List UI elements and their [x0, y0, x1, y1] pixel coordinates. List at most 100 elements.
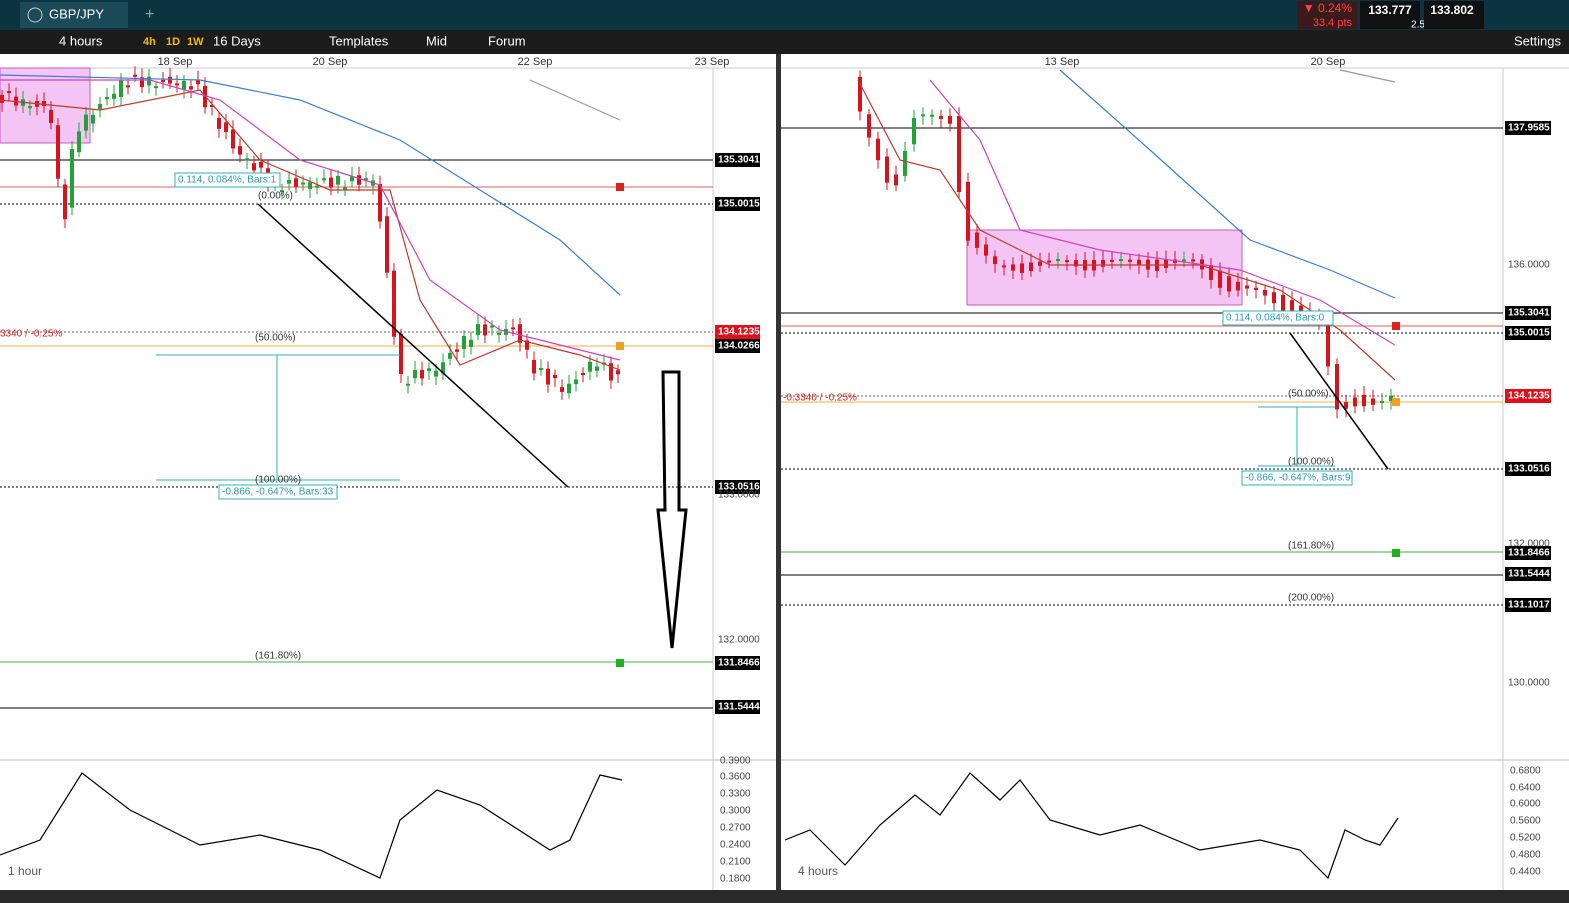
candle	[1326, 321, 1330, 367]
ma-magenta	[929, 79, 1396, 346]
candle	[77, 131, 81, 153]
candle	[1362, 394, 1366, 407]
bottom-bar	[0, 890, 1569, 903]
price-tag	[1505, 121, 1551, 135]
candle	[921, 114, 925, 117]
candle	[63, 184, 67, 220]
btn-4h[interactable]: 4h	[143, 36, 156, 48]
candle	[1371, 398, 1375, 405]
left-panel	[0, 54, 776, 890]
candle	[1209, 265, 1213, 280]
candle	[7, 91, 11, 94]
candle	[210, 104, 214, 107]
interval[interactable]: 4 hours	[59, 33, 103, 48]
sell-price: 133.777	[1368, 3, 1412, 17]
candle	[399, 333, 403, 375]
indicator-label: 0.3300	[720, 789, 751, 800]
price-label: 135.3041	[718, 155, 760, 166]
candle	[406, 383, 410, 386]
buy-box[interactable]	[1424, 1, 1484, 29]
candle	[28, 106, 32, 109]
candle	[1254, 287, 1258, 290]
candle	[1281, 294, 1285, 312]
candle	[867, 114, 871, 138]
candle	[1101, 259, 1105, 267]
price-tag	[1505, 567, 1551, 581]
marker	[616, 183, 624, 191]
date-label: 20 Sep	[313, 56, 348, 68]
annotation-box	[218, 484, 338, 500]
candle	[1290, 300, 1294, 317]
candle	[56, 125, 60, 179]
candle	[609, 363, 613, 381]
add-tab[interactable]: +	[145, 6, 154, 23]
candle	[308, 182, 312, 190]
indicator-label: 0.6800	[1510, 766, 1541, 777]
range[interactable]: 16 Days	[213, 33, 261, 48]
price-label: 134.1235	[718, 327, 760, 338]
indicator-label: 0.3000	[720, 806, 751, 817]
btn-1d[interactable]: 1D	[166, 36, 180, 48]
candle	[280, 190, 284, 193]
candle	[476, 324, 480, 336]
settings[interactable]: Settings	[1514, 33, 1561, 48]
candle	[126, 85, 130, 88]
candle	[364, 178, 368, 181]
templates[interactable]: Templates	[329, 33, 389, 48]
candle	[245, 158, 249, 161]
candle	[217, 117, 221, 129]
sell-box[interactable]	[1360, 1, 1420, 29]
annotation: -0.866, -0.647%, Bars:33	[222, 487, 334, 498]
forum[interactable]: Forum	[488, 33, 526, 48]
candle	[140, 77, 144, 88]
candle	[1029, 262, 1033, 272]
toolbar	[0, 30, 1569, 54]
candle	[322, 178, 326, 181]
candle	[553, 374, 557, 379]
candle	[1236, 281, 1240, 291]
candle	[252, 163, 256, 171]
tab[interactable]	[20, 2, 128, 28]
points: 33.4 pts	[1313, 17, 1353, 29]
candle	[532, 359, 536, 374]
price-tag	[1505, 462, 1551, 476]
indicator-label: 0.2700	[720, 823, 751, 834]
candle	[42, 101, 46, 107]
candle	[1389, 395, 1393, 401]
annotation: (50.00%)	[255, 333, 296, 344]
candle	[993, 256, 997, 265]
annotation-box	[174, 172, 281, 188]
candle	[427, 368, 431, 372]
right-panel	[781, 54, 1569, 890]
candle	[420, 369, 424, 379]
price-tag	[715, 700, 760, 714]
candle	[1038, 261, 1042, 266]
timeframe-label: 4 hours	[798, 864, 838, 878]
candle	[182, 80, 186, 90]
date-label: 18 Sep	[158, 56, 193, 68]
price-label: 133.0516	[1508, 464, 1550, 475]
marker	[1392, 398, 1400, 406]
ma-gray	[529, 79, 621, 121]
btn-1w[interactable]: 1W	[187, 36, 204, 48]
candle	[343, 187, 347, 190]
price-tag	[715, 197, 760, 211]
candle	[497, 332, 501, 335]
annotation: 0.114, 0.084%, Bars:1	[178, 175, 277, 186]
candle	[1272, 292, 1276, 304]
candle	[975, 232, 979, 248]
candle	[70, 149, 74, 208]
price-label: 132.0000	[1508, 539, 1550, 550]
candle	[357, 175, 361, 185]
price-type[interactable]: Mid	[426, 33, 447, 48]
annotation: (100.00%)	[255, 475, 301, 486]
annotation: 3340 / -0.25%	[0, 329, 62, 340]
candle	[1119, 259, 1123, 262]
price-tag	[715, 325, 760, 339]
price-label: 133.0000	[718, 490, 760, 501]
price-label: 131.1017	[1508, 600, 1550, 611]
candle	[1344, 402, 1348, 409]
price-tag	[715, 480, 760, 494]
candle	[224, 122, 228, 132]
candle	[567, 383, 571, 394]
